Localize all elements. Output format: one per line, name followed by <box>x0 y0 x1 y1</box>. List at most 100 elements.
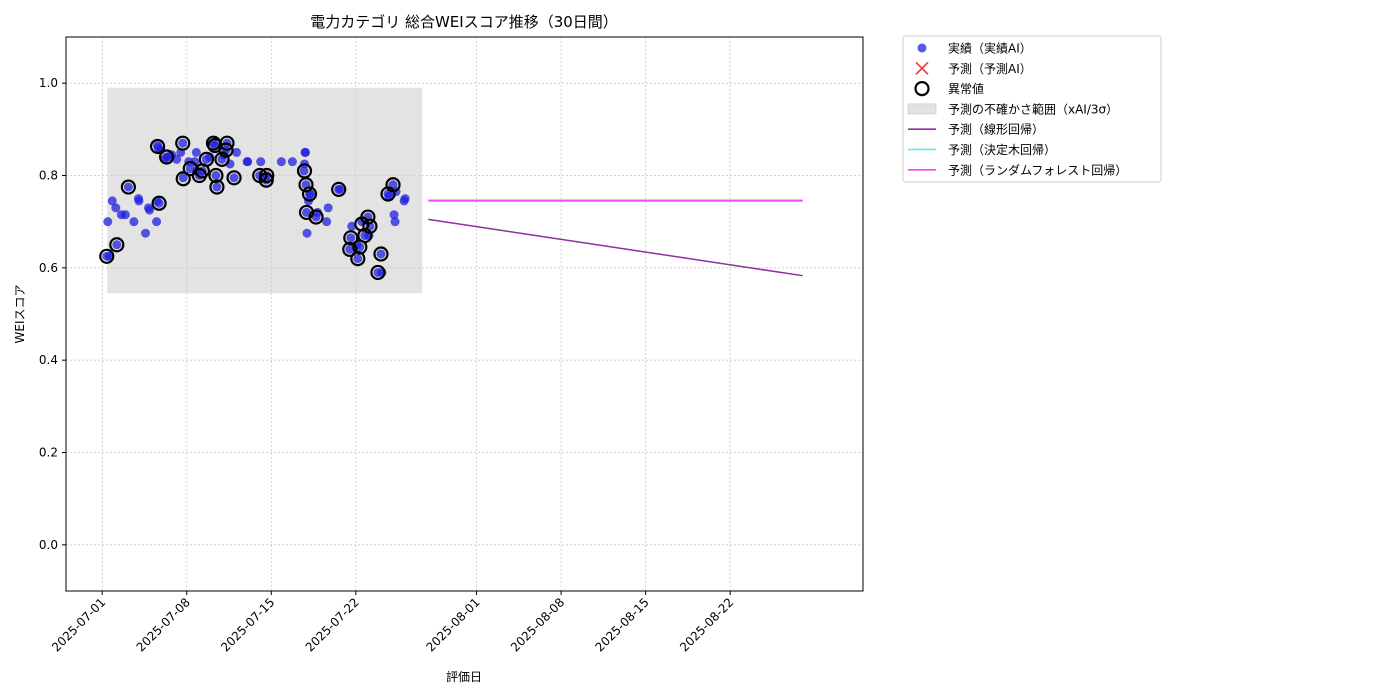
actual-point <box>353 254 363 264</box>
anomaly-marker <box>308 209 324 225</box>
actual-point <box>301 147 311 157</box>
actual-point <box>112 240 122 250</box>
anomaly-marker <box>342 241 358 257</box>
anomaly-marker <box>298 177 314 193</box>
legend-label: 予測の不確かさ範囲（xAI/3σ） <box>948 101 1118 116</box>
actual-point <box>191 147 201 157</box>
y-tick-label: 1.0 <box>39 76 58 90</box>
anomaly-marker <box>362 218 378 234</box>
x-tick-label: 2025-07-15 <box>218 595 277 654</box>
anomaly-marker <box>226 170 242 186</box>
anomaly-marker <box>208 167 224 184</box>
actual-point <box>400 194 410 204</box>
anomaly-layer <box>99 135 401 281</box>
actual-point <box>346 233 356 243</box>
chart-title: 電力カテゴリ 総合WEIスコア推移（30日間） <box>310 13 618 31</box>
actual-point <box>178 173 188 183</box>
y-tick-label: 0.8 <box>39 169 58 183</box>
actual-point <box>172 154 182 164</box>
actual-point <box>335 184 345 194</box>
x-tick-label: 2025-08-01 <box>423 595 482 654</box>
anomaly-marker <box>219 135 235 151</box>
legend-handle-predicted <box>915 61 929 75</box>
anomaly-marker <box>360 209 376 225</box>
x-tick-label: 2025-07-01 <box>49 595 108 654</box>
legend-label: 実績（実績AI） <box>948 41 1032 56</box>
y-tick-label: 0.6 <box>39 261 58 275</box>
anomaly-marker <box>258 172 274 188</box>
actual-point <box>345 244 355 254</box>
anomaly-marker <box>175 171 191 187</box>
legend-label: 予測（決定木回帰） <box>948 142 1056 157</box>
anomaly-marker <box>151 195 167 211</box>
x-tick-label: 2025-08-22 <box>677 595 736 654</box>
uncertainty-band <box>107 87 423 294</box>
actual-point <box>322 217 332 227</box>
y-axis-label: WEIスコア <box>13 285 27 344</box>
actual-point <box>111 203 121 213</box>
y-axis: 0.0 0.2 0.4 0.6 0.8 1.0 <box>39 76 66 552</box>
legend-handle-actual <box>917 43 927 53</box>
anomaly-marker <box>159 149 175 165</box>
anomaly-marker <box>301 186 318 202</box>
actual-point <box>287 157 297 167</box>
legend-box <box>902 35 1162 183</box>
actual-point <box>134 196 144 206</box>
actual-point <box>211 171 221 180</box>
anomaly-marker <box>149 138 166 155</box>
actual-point <box>140 228 150 238</box>
actual-point <box>190 157 200 167</box>
legend-label: 異常値 <box>948 81 984 96</box>
anomaly-marker <box>109 237 125 253</box>
actual-point <box>355 242 365 252</box>
x-axis: 2025-07-01 2025-07-08 2025-07-15 2025-07-22… <box>49 591 736 654</box>
actual-point <box>232 147 242 157</box>
actual-point <box>299 166 309 176</box>
actual-point <box>120 210 130 220</box>
actual-point <box>276 157 286 167</box>
actual-point <box>390 217 400 227</box>
actual-point <box>212 182 222 192</box>
actual-point <box>347 221 357 231</box>
actual-point <box>376 249 386 259</box>
x-axis-label: 評価日 <box>446 669 482 684</box>
actual-point <box>145 205 155 215</box>
actual-point <box>256 157 266 167</box>
actual-point <box>107 196 117 206</box>
actual-point <box>104 251 114 261</box>
actual-point <box>243 157 253 167</box>
actual-point <box>129 217 139 227</box>
legend-handle-anomaly <box>914 80 930 97</box>
actual-point <box>302 228 312 238</box>
anomaly-marker <box>331 181 347 197</box>
anomaly-marker <box>218 142 234 158</box>
anomaly-marker <box>99 248 115 264</box>
x-tick-label: 2025-08-15 <box>593 595 652 654</box>
actual-point <box>103 217 113 227</box>
actual-point <box>123 182 133 192</box>
x-tick-label: 2025-07-08 <box>134 595 193 654</box>
legend-label: 予測（予測AI） <box>948 62 1032 76</box>
forecast-line-linear <box>428 218 803 277</box>
actual-point <box>302 207 312 217</box>
anomaly-marker <box>373 246 389 262</box>
plot-frame <box>65 36 864 592</box>
legend-label: 予測（ランダムフォレスト回帰） <box>948 162 1127 177</box>
anomaly-marker <box>214 151 230 167</box>
x-tick-label: 2025-07-22 <box>303 595 362 654</box>
legend-handle-band <box>907 103 937 115</box>
anomaly-marker <box>120 179 136 195</box>
anomaly-marker <box>343 230 359 246</box>
y-tick-label: 0.0 <box>39 538 58 552</box>
legend-label: 予測（線形回帰） <box>948 122 1044 137</box>
anomaly-marker <box>370 264 386 281</box>
anomaly-marker <box>209 179 225 195</box>
actual-point <box>229 173 239 183</box>
actual-point <box>389 210 399 220</box>
y-tick-label: 0.4 <box>39 353 58 367</box>
actual-point <box>152 217 162 227</box>
actual-point <box>178 138 188 148</box>
actual-point <box>323 203 333 213</box>
